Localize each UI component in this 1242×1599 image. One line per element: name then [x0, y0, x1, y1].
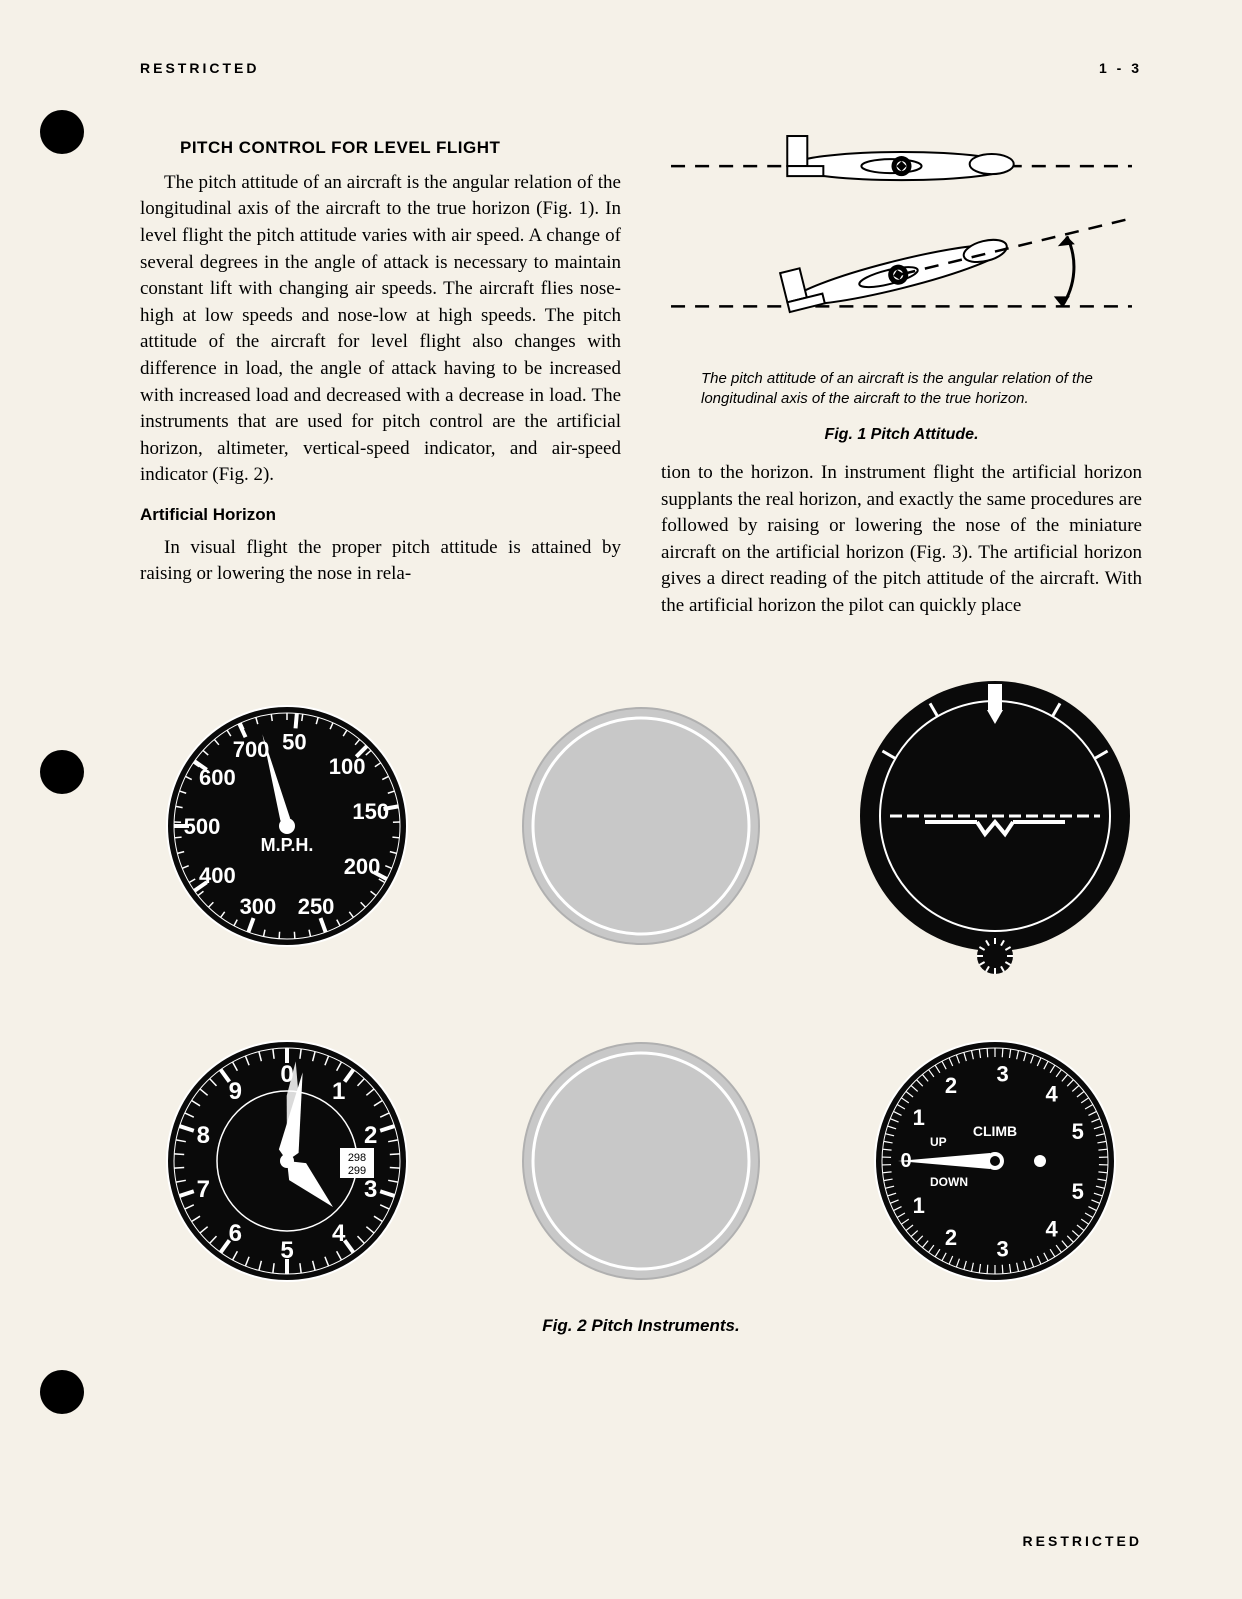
binder-hole	[40, 750, 84, 794]
artificial-horizon	[855, 676, 1135, 976]
fig1-label: Fig. 1 Pitch Attitude.	[661, 424, 1142, 446]
vertical-speed-indicator: 1234512345 UP CLIMB DOWN 0	[870, 1036, 1120, 1286]
section-title: PITCH CONTROL FOR LEVEL FLIGHT	[180, 136, 621, 160]
binder-hole	[40, 1370, 84, 1414]
kollsman-1: 298	[348, 1152, 366, 1164]
svg-text:2: 2	[364, 1121, 377, 1148]
fig2-label: Fig. 2 Pitch Instruments.	[140, 1316, 1142, 1336]
svg-text:6: 6	[229, 1220, 242, 1247]
svg-text:100: 100	[329, 753, 366, 778]
svg-text:1: 1	[913, 1193, 925, 1218]
instrument-grid: 70050100150200250300400500600 M.P.H.	[140, 676, 1142, 1286]
svg-text:1: 1	[913, 1105, 925, 1130]
svg-text:8: 8	[197, 1121, 210, 1148]
svg-text:3: 3	[997, 1236, 1009, 1261]
fig1-caption: The pitch attitude of an aircraft is the…	[701, 369, 1142, 410]
paragraph: tion to the horizon. In instrument fligh…	[661, 460, 1142, 620]
page-header: RESTRICTED 1 - 3	[140, 60, 1142, 76]
svg-text:1: 1	[332, 1077, 345, 1104]
airspeed-indicator: 70050100150200250300400500600 M.P.H.	[162, 701, 412, 951]
svg-text:150: 150	[352, 799, 389, 824]
svg-text:50: 50	[282, 729, 306, 754]
vsi-up: UP	[930, 1135, 947, 1149]
svg-text:500: 500	[184, 814, 221, 839]
svg-text:300: 300	[240, 893, 277, 918]
svg-text:4: 4	[332, 1220, 346, 1247]
left-column: PITCH CONTROL FOR LEVEL FLIGHT The pitch…	[140, 126, 621, 626]
svg-text:7: 7	[197, 1176, 210, 1203]
svg-text:2: 2	[945, 1225, 957, 1250]
svg-text:4: 4	[1045, 1081, 1058, 1106]
blank-gauge	[516, 1036, 766, 1286]
blank-gauge	[516, 701, 766, 951]
footer-restricted: RESTRICTED	[1023, 1533, 1142, 1549]
vsi-climb: CLIMB	[973, 1123, 1017, 1139]
right-column: The pitch attitude of an aircraft is the…	[661, 126, 1142, 626]
svg-text:250: 250	[298, 893, 335, 918]
svg-text:5: 5	[1072, 1118, 1084, 1143]
text-columns: PITCH CONTROL FOR LEVEL FLIGHT The pitch…	[140, 126, 1142, 626]
svg-text:3: 3	[997, 1061, 1009, 1086]
binder-hole	[40, 110, 84, 154]
restricted-label: RESTRICTED	[140, 60, 259, 76]
kollsman-2: 299	[348, 1165, 366, 1177]
svg-text:3: 3	[364, 1176, 377, 1203]
subheading: Artificial Horizon	[140, 503, 621, 527]
paragraph: In visual flight the proper pitch attitu…	[140, 535, 621, 588]
mph-label: M.P.H.	[261, 835, 314, 855]
svg-text:4: 4	[1045, 1216, 1058, 1241]
vsi-down: DOWN	[930, 1175, 968, 1189]
svg-text:2: 2	[945, 1072, 957, 1097]
fig1-diagram	[661, 126, 1142, 346]
svg-text:200: 200	[344, 853, 381, 878]
altimeter: 0123456789 298 299	[162, 1036, 412, 1286]
svg-text:5: 5	[1072, 1179, 1084, 1204]
svg-text:9: 9	[229, 1077, 242, 1104]
page-number: 1 - 3	[1099, 60, 1142, 76]
paragraph: The pitch attitude of an aircraft is the…	[140, 170, 621, 489]
